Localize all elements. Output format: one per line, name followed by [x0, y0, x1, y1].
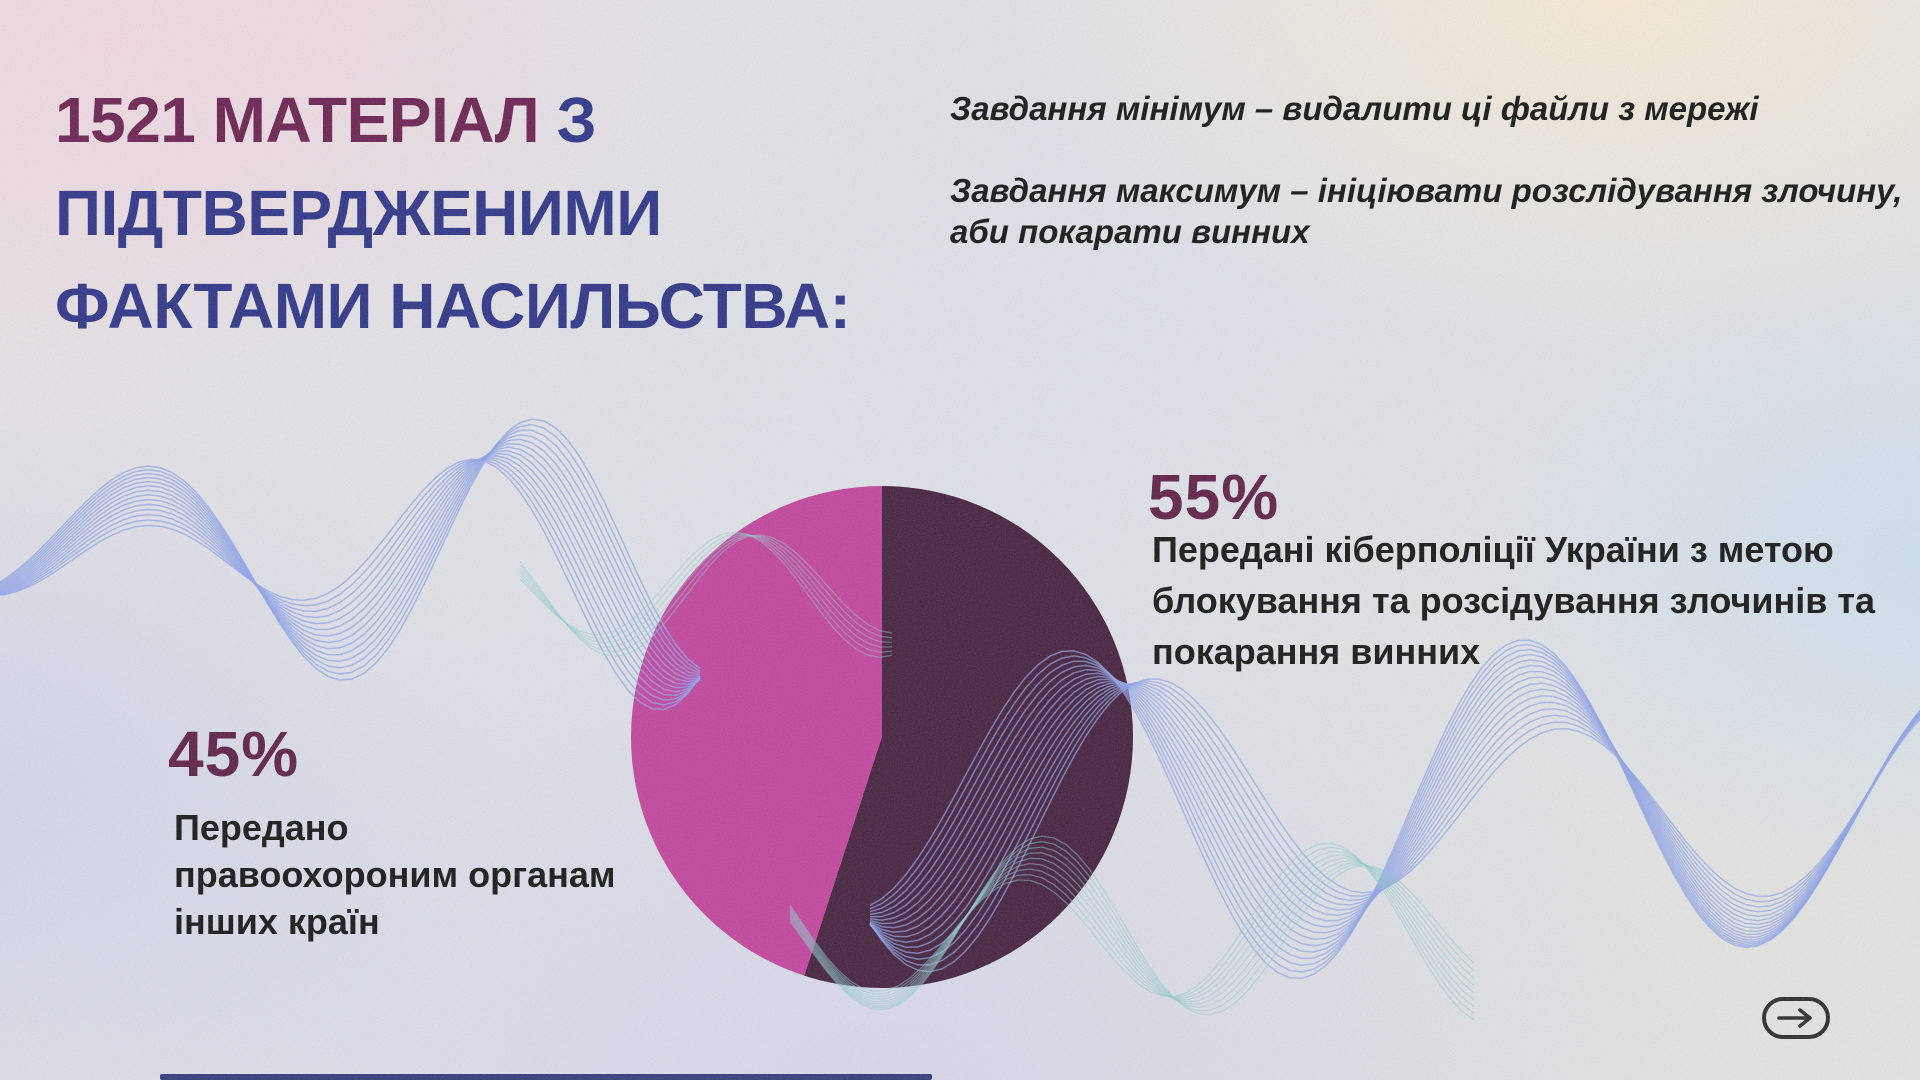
stat-55-description: Передані кіберполіції України з метою бл…: [1152, 524, 1875, 677]
task-maximum-line2: аби покарати винних: [950, 213, 1310, 250]
stat-45-desc-line3: інших країн: [174, 901, 380, 942]
next-slide-button[interactable]: [1762, 997, 1830, 1039]
task-maximum-line1: Завдання максимум – ініціювати розслідув…: [950, 172, 1903, 209]
bottom-edge-decoration: [160, 1074, 932, 1080]
tasks-note: Завдання мінімум – видалити ці файли з м…: [950, 88, 1903, 252]
stat-45-desc-line2: правоохороним органам: [174, 854, 616, 895]
title-line-1: 1521 МАТЕРІАЛ З: [55, 74, 850, 167]
task-minimum: Завдання мінімум – видалити ці файли з м…: [950, 90, 1759, 127]
title-line1-rest: З: [539, 84, 597, 156]
title-line-2: ПІДТВЕРДЖЕНИМИ: [55, 177, 662, 249]
arrow-right-icon: [1777, 1008, 1812, 1028]
stat-45-value: 45%: [168, 718, 300, 790]
title-line-3: ФАКТАМИ НАСИЛЬСТВА:: [55, 270, 851, 342]
stat-45-desc-line1: Передано: [174, 807, 349, 848]
title-count: 1521 МАТЕРІАЛ: [55, 84, 540, 156]
stat-55-value: 55%: [1148, 461, 1280, 533]
stat-55-desc-line2: блокування та розсідування злочинів та: [1152, 580, 1876, 621]
pie-chart: [631, 486, 1133, 988]
page-title: 1521 МАТЕРІАЛ З ПІДТВЕРДЖЕНИМИ ФАКТАМИ Н…: [55, 74, 851, 353]
stat-45-description: Передано правоохороним органам інших кра…: [174, 804, 616, 945]
stat-55-desc-line1: Передані кіберполіції України з метою: [1152, 529, 1834, 570]
stat-55-desc-line3: покарання винних: [1152, 631, 1481, 672]
